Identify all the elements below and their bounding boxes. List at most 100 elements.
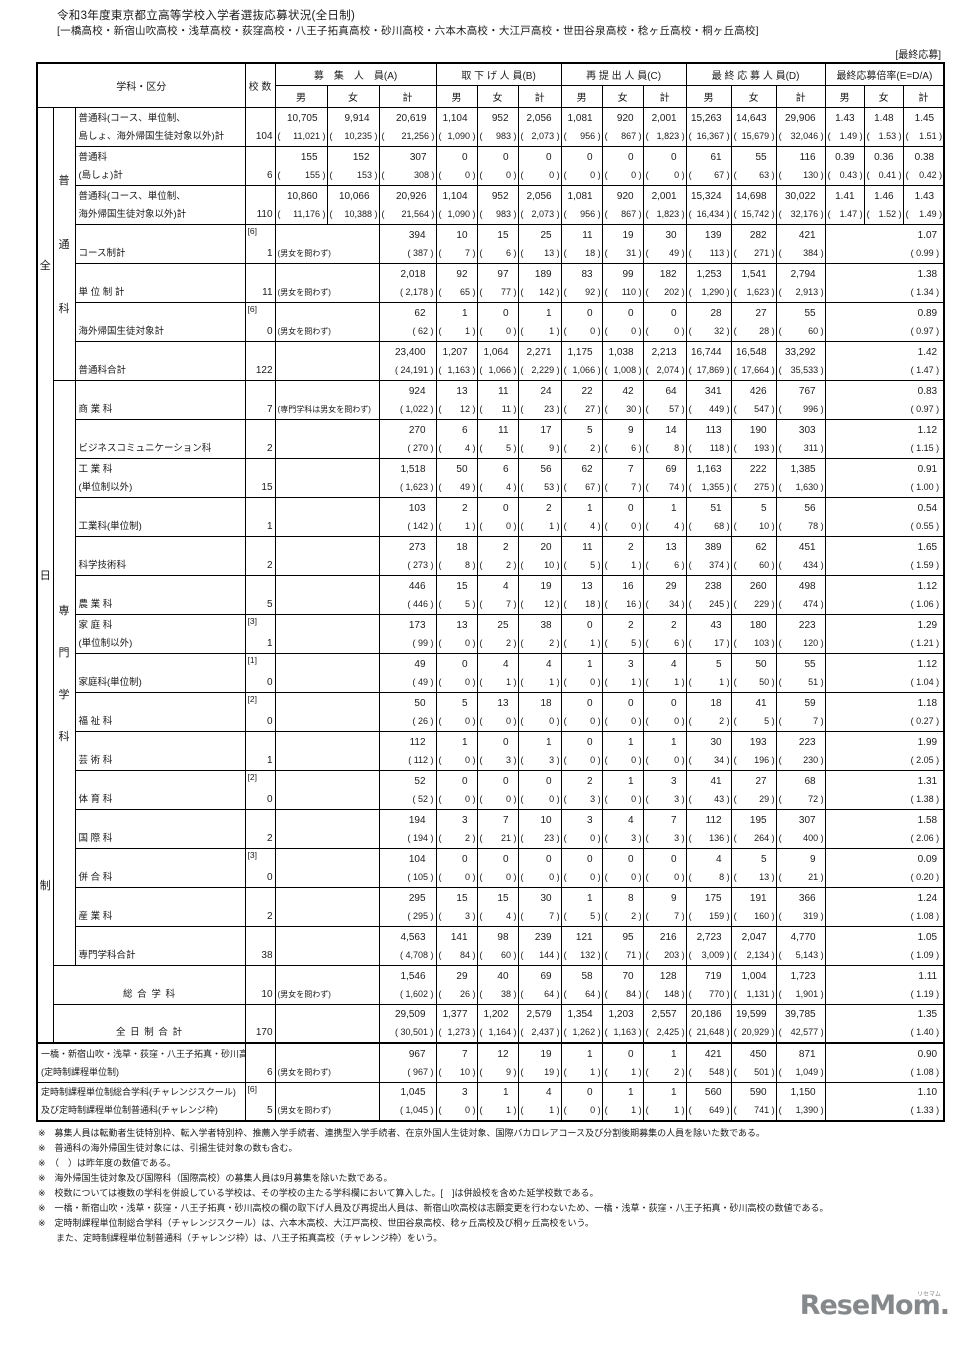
paren-value: 0 ) bbox=[631, 520, 642, 531]
value-cell: 41(5 ) bbox=[730, 691, 777, 732]
paren: ( bbox=[645, 286, 649, 297]
current-value: 0 bbox=[546, 151, 552, 163]
previous-year-value: (5 ) bbox=[478, 440, 517, 458]
paren-value: 0 ) bbox=[590, 754, 601, 765]
previous-year-value: (28 ) bbox=[732, 323, 775, 341]
ratio-cell: 0.83( 0.97 ) bbox=[824, 379, 945, 420]
current-value: 4 bbox=[716, 853, 722, 865]
paren-value: 230 ) bbox=[803, 754, 824, 765]
paren: ( bbox=[520, 1105, 524, 1115]
current-value: 1 bbox=[587, 1048, 593, 1060]
table-row: 工業科(単位制) 1 103( 142 ) 2(1 ) 0(0 ) 2(1 ) 1(4 ) 0… bbox=[37, 496, 945, 537]
table-row: ビジネスコミュニケーション科 2 270( 270 ) 6(4 ) 11(5 ) 17(9… bbox=[37, 418, 945, 459]
label-line: 総 合 学 科 bbox=[123, 988, 176, 1000]
previous-year-value: ( 0.99 ) bbox=[910, 247, 940, 258]
paren: ( bbox=[645, 520, 649, 531]
paren-value: 35,533 ) bbox=[790, 364, 824, 375]
current-value: 0 bbox=[628, 502, 634, 514]
table-row: 普通科合計 122 23,400( 24,191 ) 1,207(1,163 ) 1,0… bbox=[37, 340, 945, 381]
previous-year-value: ( 1.21 ) bbox=[910, 637, 940, 648]
paren-value: 32,176 ) bbox=[790, 208, 824, 219]
paren-value: 1 ) bbox=[590, 1066, 601, 1077]
current-value: 2 bbox=[628, 619, 634, 631]
paren: ( bbox=[778, 169, 782, 180]
current-value: 1.38 bbox=[917, 268, 938, 280]
paren: ( bbox=[645, 130, 649, 141]
previous-year-value: ( 1,623 ) bbox=[400, 481, 434, 492]
paren: ( bbox=[604, 949, 608, 960]
paren: ( bbox=[604, 598, 608, 609]
recruit-total-cell: 49( 49 ) bbox=[378, 652, 437, 693]
value-cell: 1,150(1,390 ) bbox=[775, 1081, 826, 1122]
current-value: 19 bbox=[540, 1048, 552, 1060]
previous-year-value: (23 ) bbox=[519, 830, 560, 848]
previous-year-value: (501 ) bbox=[732, 1064, 775, 1082]
schools-cell: 10 bbox=[244, 964, 276, 1005]
current-value: 1,163 bbox=[696, 463, 722, 475]
current-value: 10,066 bbox=[338, 190, 370, 202]
paren: ( bbox=[520, 481, 524, 492]
value-cell: 3(0 ) bbox=[560, 808, 603, 849]
note-cell bbox=[274, 769, 380, 810]
paren: ( bbox=[520, 793, 524, 804]
paren-value: 0 ) bbox=[674, 754, 685, 765]
previous-year-value: (8 ) bbox=[644, 440, 685, 458]
previous-year-value: (3 ) bbox=[644, 830, 685, 848]
paren: ( bbox=[438, 247, 442, 258]
paren: ( bbox=[520, 364, 524, 375]
value-cell: 13(0 ) bbox=[435, 613, 478, 654]
current-value: 1 bbox=[461, 307, 468, 319]
current-value: 5 bbox=[716, 658, 722, 670]
previous-year-value: (60 ) bbox=[478, 947, 517, 965]
current-value: 22 bbox=[581, 385, 593, 397]
previous-year-value: (5 ) bbox=[603, 635, 642, 653]
current-value: 282 bbox=[749, 229, 767, 241]
previous-year-value: (548 ) bbox=[687, 1064, 730, 1082]
label-line: 普通科(コース、単位制、 bbox=[78, 190, 186, 202]
current-value: 0 bbox=[546, 775, 552, 787]
paren-value: 2 ) bbox=[465, 832, 476, 843]
header-female: 女 bbox=[730, 84, 777, 108]
current-value: 260 bbox=[749, 580, 767, 592]
paren-value: 160 ) bbox=[754, 910, 775, 921]
paren-value: 193 ) bbox=[754, 442, 775, 453]
paren-value: 60 ) bbox=[759, 559, 775, 570]
paren-value: 51 ) bbox=[808, 676, 824, 687]
current-value: 15 bbox=[456, 892, 468, 904]
paren: ( bbox=[645, 793, 649, 804]
value-cell: 51(68 ) bbox=[685, 496, 732, 537]
value-cell: 239(144 ) bbox=[517, 925, 562, 966]
recruit-total-cell: 194( 194 ) bbox=[378, 808, 437, 849]
paren: ( bbox=[688, 832, 692, 843]
schools-cell: 122 bbox=[244, 340, 276, 381]
previous-year-value: (0 ) bbox=[644, 869, 685, 887]
current-value: 0 bbox=[502, 307, 509, 319]
note-text: (男女を問わず) bbox=[277, 248, 331, 258]
current-value: 366 bbox=[798, 892, 816, 904]
value-cell: 30(34 ) bbox=[685, 730, 732, 771]
previous-year-value: (5 ) bbox=[562, 557, 601, 575]
current-value: 2,047 bbox=[741, 931, 767, 943]
paren: ( bbox=[563, 598, 567, 609]
paren-value: 0 ) bbox=[465, 871, 476, 882]
previous-year-value: (319 ) bbox=[777, 908, 824, 926]
previous-year-value: (21 ) bbox=[777, 869, 824, 887]
logo-ruby: リセマム bbox=[916, 1292, 941, 1298]
current-value: 1,377 bbox=[442, 1009, 468, 1020]
value-cell: 15(3 ) bbox=[435, 886, 478, 927]
value-cell: 0(0 ) bbox=[476, 847, 519, 888]
ratio-cell: 1.29( 1.21 ) bbox=[824, 613, 945, 654]
current-value: 1,081 bbox=[567, 190, 593, 202]
note-cell bbox=[274, 613, 380, 654]
schools-count: 104 bbox=[255, 130, 273, 142]
previous-year-value: (1,164 ) bbox=[478, 1024, 517, 1042]
ratio-cell: 1.35( 1.40 ) bbox=[824, 1003, 945, 1044]
previous-year-value: (7 ) bbox=[644, 908, 685, 926]
header-male: 男 bbox=[435, 84, 478, 108]
previous-year-value: (10 ) bbox=[519, 557, 560, 575]
previous-year-value: (0 ) bbox=[644, 167, 685, 185]
current-value: 1 bbox=[671, 736, 677, 748]
current-value: 0 bbox=[671, 307, 677, 319]
paren: ( bbox=[645, 988, 649, 999]
paren-value: 15,742 ) bbox=[741, 208, 775, 219]
